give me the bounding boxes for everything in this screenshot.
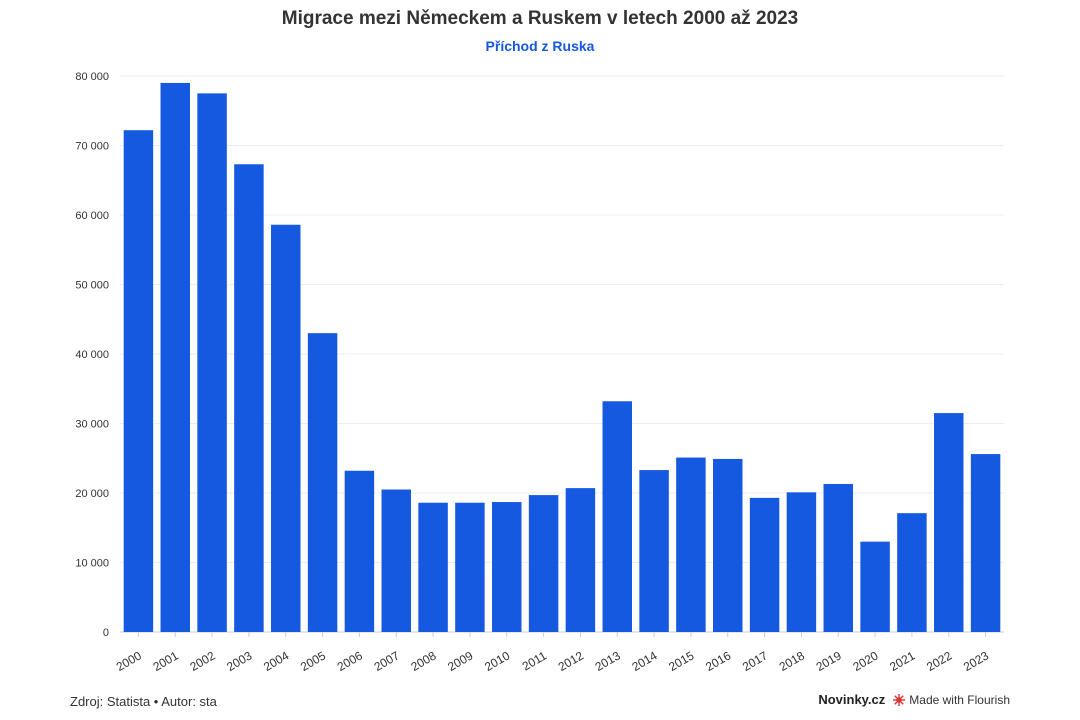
x-tick-label: 2016 bbox=[703, 648, 733, 674]
y-tick-label: 0 bbox=[103, 627, 109, 639]
x-tick-label: 2021 bbox=[887, 648, 917, 674]
bar-2011[interactable] bbox=[528, 495, 559, 632]
x-tick-label: 2012 bbox=[556, 648, 586, 674]
y-tick-label: 10 000 bbox=[75, 558, 109, 570]
x-tick-label: 2008 bbox=[408, 648, 438, 674]
x-tick-label: 2015 bbox=[666, 648, 696, 674]
bar-2005[interactable] bbox=[307, 333, 338, 632]
x-tick-label: 2004 bbox=[261, 648, 291, 674]
footer-source: Zdroj: Statista • Autor: sta bbox=[70, 694, 217, 709]
x-tick-label: 2001 bbox=[151, 648, 181, 674]
bar-2003[interactable] bbox=[234, 164, 264, 632]
y-tick-label: 80 000 bbox=[75, 71, 109, 83]
x-tick-label: 2014 bbox=[629, 648, 659, 674]
bar-2021[interactable] bbox=[897, 513, 927, 632]
x-tick-label: 2000 bbox=[114, 648, 144, 674]
y-tick-label: 40 000 bbox=[75, 349, 109, 361]
bar-chart: 0 10 000 20 000 30 000 40 000 50 000 60 000 70 … bbox=[75, 71, 1004, 674]
bar-2012[interactable] bbox=[565, 488, 596, 632]
bar-2001[interactable] bbox=[160, 82, 190, 632]
bar-2020[interactable] bbox=[860, 541, 890, 632]
x-tick-label: 2023 bbox=[961, 648, 991, 674]
bar-2016[interactable] bbox=[713, 458, 743, 632]
chart-title: Migrace mezi Německem a Ruskem v letech … bbox=[281, 8, 799, 29]
x-tick-label: 2017 bbox=[740, 648, 770, 674]
x-tick-label: 2002 bbox=[187, 648, 217, 674]
x-tick-label: 2010 bbox=[482, 648, 512, 674]
x-tick-label: 2022 bbox=[924, 648, 954, 674]
flourish-link[interactable]: Made with Flourish bbox=[893, 693, 1010, 707]
bar-2022[interactable] bbox=[934, 413, 964, 632]
x-tick-label: 2009 bbox=[445, 648, 475, 674]
bar-2019[interactable] bbox=[823, 483, 853, 632]
y-tick-label: 70 000 bbox=[75, 141, 109, 153]
flourish-label: Made with Flourish bbox=[909, 692, 1010, 707]
bar-2009[interactable] bbox=[455, 502, 485, 632]
bar-2017[interactable] bbox=[749, 497, 780, 632]
bar-2010[interactable] bbox=[492, 502, 522, 632]
y-tick-label: 50 000 bbox=[75, 280, 109, 292]
chart-subtitle: Příchod z Ruska bbox=[485, 38, 595, 54]
y-tick-label: 30 000 bbox=[75, 419, 109, 431]
x-tick-label: 2018 bbox=[777, 648, 807, 674]
x-tick-label: 2007 bbox=[372, 648, 402, 674]
bar-2004[interactable] bbox=[271, 224, 301, 633]
bar-2000[interactable] bbox=[123, 130, 154, 632]
y-tick-label: 20 000 bbox=[75, 488, 109, 500]
bar-2013[interactable] bbox=[602, 401, 632, 632]
footer-credits: Novinky.cz Made with Flourish bbox=[818, 692, 1010, 707]
x-tick-label: 2005 bbox=[298, 648, 328, 674]
bar-2014[interactable] bbox=[639, 470, 669, 632]
x-tick-label: 2013 bbox=[593, 648, 623, 674]
bar-2015[interactable] bbox=[676, 457, 706, 632]
bar-2006[interactable] bbox=[344, 470, 375, 632]
x-tick-label: 2019 bbox=[814, 648, 844, 674]
flourish-star-icon bbox=[893, 693, 906, 706]
bar-2007[interactable] bbox=[381, 489, 411, 632]
x-tick-label: 2003 bbox=[224, 648, 254, 674]
y-tick-label: 60 000 bbox=[75, 210, 109, 222]
bar-2002[interactable] bbox=[197, 93, 227, 633]
bar-2018[interactable] bbox=[786, 492, 817, 632]
x-tick-label: 2020 bbox=[850, 648, 880, 674]
bar-2023[interactable] bbox=[970, 454, 1001, 632]
x-tick-label: 2006 bbox=[335, 648, 365, 674]
bar-2008[interactable] bbox=[418, 502, 448, 632]
x-tick-label: 2011 bbox=[520, 648, 550, 673]
brand-logo[interactable]: Novinky.cz bbox=[818, 692, 886, 707]
